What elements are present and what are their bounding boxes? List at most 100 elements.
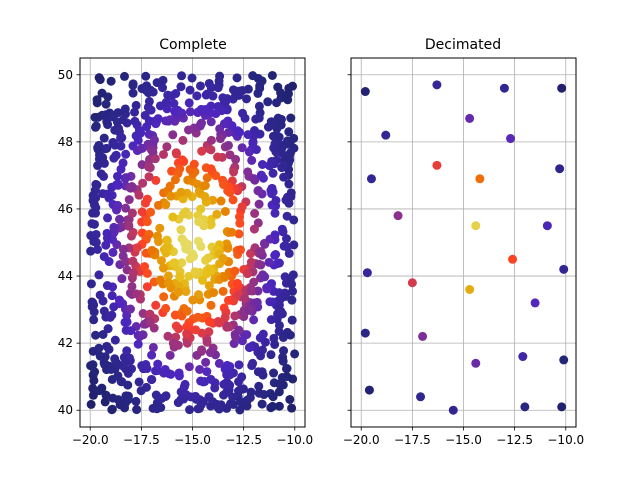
data-point: [184, 98, 194, 108]
data-point: [169, 258, 179, 268]
data-point: [218, 93, 228, 103]
data-point: [99, 171, 109, 181]
data-point: [113, 395, 123, 405]
data-point: [557, 402, 567, 412]
data-point: [256, 246, 266, 256]
data-point: [258, 173, 268, 183]
data-point: [268, 392, 278, 402]
data-point: [260, 272, 270, 282]
data-point: [196, 242, 206, 252]
data-point: [159, 368, 169, 378]
data-point: [134, 190, 144, 200]
data-point: [188, 295, 198, 305]
data-point: [120, 317, 130, 327]
data-point: [218, 286, 228, 296]
data-point: [206, 135, 216, 145]
data-point: [216, 196, 226, 206]
data-point: [95, 75, 105, 85]
data-point: [106, 76, 116, 86]
data-point: [194, 290, 204, 300]
data-point: [144, 96, 154, 106]
data-point: [163, 90, 173, 100]
data-point: [88, 208, 98, 218]
data-point: [559, 355, 569, 365]
data-point: [244, 147, 254, 157]
data-point: [465, 113, 475, 123]
data-point: [102, 233, 112, 243]
data-point: [393, 211, 403, 221]
data-point: [281, 364, 291, 374]
data-point: [254, 388, 264, 398]
y-tick-label: 48: [58, 135, 73, 149]
data-point: [234, 229, 244, 239]
data-point: [213, 152, 223, 162]
data-point: [136, 386, 146, 396]
data-point: [279, 241, 289, 251]
x-tick-label: −12.5: [225, 433, 262, 447]
data-point: [272, 98, 282, 108]
data-point: [182, 322, 192, 332]
data-point: [237, 202, 247, 212]
data-point: [152, 78, 162, 88]
data-point: [190, 391, 200, 401]
data-point: [121, 173, 131, 183]
data-point: [174, 287, 184, 297]
data-point: [187, 73, 197, 83]
data-point: [128, 88, 138, 98]
data-point: [189, 251, 199, 261]
data-point: [530, 298, 540, 308]
data-point: [276, 88, 286, 98]
data-point: [86, 399, 96, 409]
data-point: [114, 295, 124, 305]
data-point: [206, 219, 216, 229]
data-point: [185, 405, 195, 415]
data-point: [89, 375, 99, 385]
data-point: [117, 222, 127, 232]
data-point: [101, 240, 111, 250]
data-point: [364, 385, 374, 395]
data-point: [162, 235, 172, 245]
data-point: [196, 400, 206, 410]
data-point: [102, 189, 112, 199]
data-point: [290, 349, 300, 359]
x-tick-label: −17.5: [394, 433, 431, 447]
data-point: [173, 340, 183, 350]
data-point: [168, 212, 178, 222]
data-point: [284, 151, 294, 161]
data-point: [202, 337, 212, 347]
data-point: [92, 95, 102, 105]
data-point: [128, 79, 138, 89]
data-point: [88, 196, 98, 206]
data-point: [102, 143, 112, 153]
data-point: [142, 217, 152, 227]
data-point: [121, 149, 131, 159]
data-point: [105, 312, 115, 322]
data-point: [87, 219, 97, 229]
y-tick-label: 44: [58, 269, 73, 283]
data-point: [144, 172, 154, 182]
data-point: [283, 95, 293, 105]
data-point: [131, 289, 141, 299]
data-point: [274, 132, 284, 142]
data-point: [150, 154, 160, 164]
data-point: [156, 256, 166, 266]
data-point: [97, 88, 107, 98]
data-point: [103, 324, 113, 334]
data-point: [174, 324, 184, 334]
data-point: [124, 195, 134, 205]
data-point: [123, 380, 133, 390]
data-point: [214, 358, 224, 368]
data-point: [227, 227, 237, 237]
data-point: [274, 320, 284, 330]
data-point: [195, 364, 205, 374]
data-point: [86, 246, 96, 256]
data-point: [277, 224, 287, 234]
data-point: [161, 243, 171, 253]
data-point: [244, 305, 254, 315]
data-point: [237, 143, 247, 153]
x-tick-label: −15.0: [174, 433, 211, 447]
data-point: [235, 405, 245, 415]
data-point: [153, 359, 163, 369]
data-point: [91, 229, 101, 239]
